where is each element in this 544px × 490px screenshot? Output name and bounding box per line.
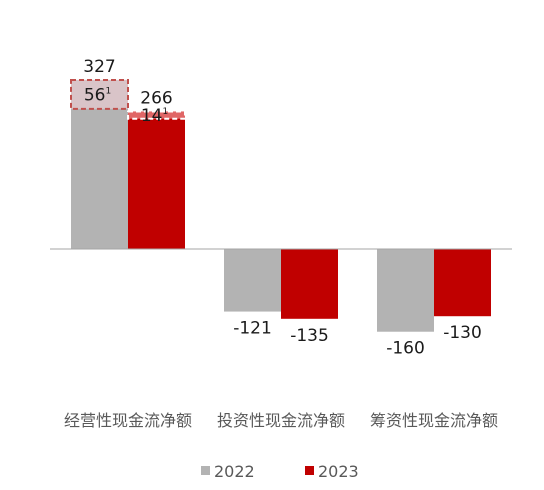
- annotation-box-0: [70, 78, 129, 110]
- legend-label-2023: 2023: [318, 462, 359, 481]
- bar-2022-2: [377, 249, 434, 332]
- category-label-0: 经营性现金流净额: [64, 411, 192, 430]
- value-label-2022-0: 327: [83, 57, 115, 77]
- bar-2022-1: [224, 249, 281, 312]
- category-label-2: 筹资性现金流净额: [370, 411, 498, 430]
- category-label-1: 投资性现金流净额: [217, 411, 345, 430]
- value-label-2023-1: -135: [290, 326, 329, 346]
- value-label-2023-0: 266: [140, 88, 172, 108]
- bar-2023-1: [281, 249, 338, 319]
- value-label-2023-2: -130: [443, 323, 482, 343]
- annotation-box-1: [127, 110, 186, 120]
- annotation-label-1: 141: [141, 106, 168, 126]
- value-label-2022-2: -160: [386, 339, 425, 359]
- legend-swatch-2022: [201, 466, 210, 475]
- annotation-footnote-0: 1: [105, 86, 111, 96]
- annotation-footnote-1: 1: [162, 107, 168, 117]
- legend-label-2022: 2022: [214, 462, 255, 481]
- bar-2023-0: [128, 111, 185, 249]
- annotation-label-0: 561: [84, 85, 111, 105]
- bar-2023-2: [434, 249, 491, 317]
- legend-swatch-2023: [305, 466, 314, 475]
- value-label-2022-1: -121: [233, 319, 272, 339]
